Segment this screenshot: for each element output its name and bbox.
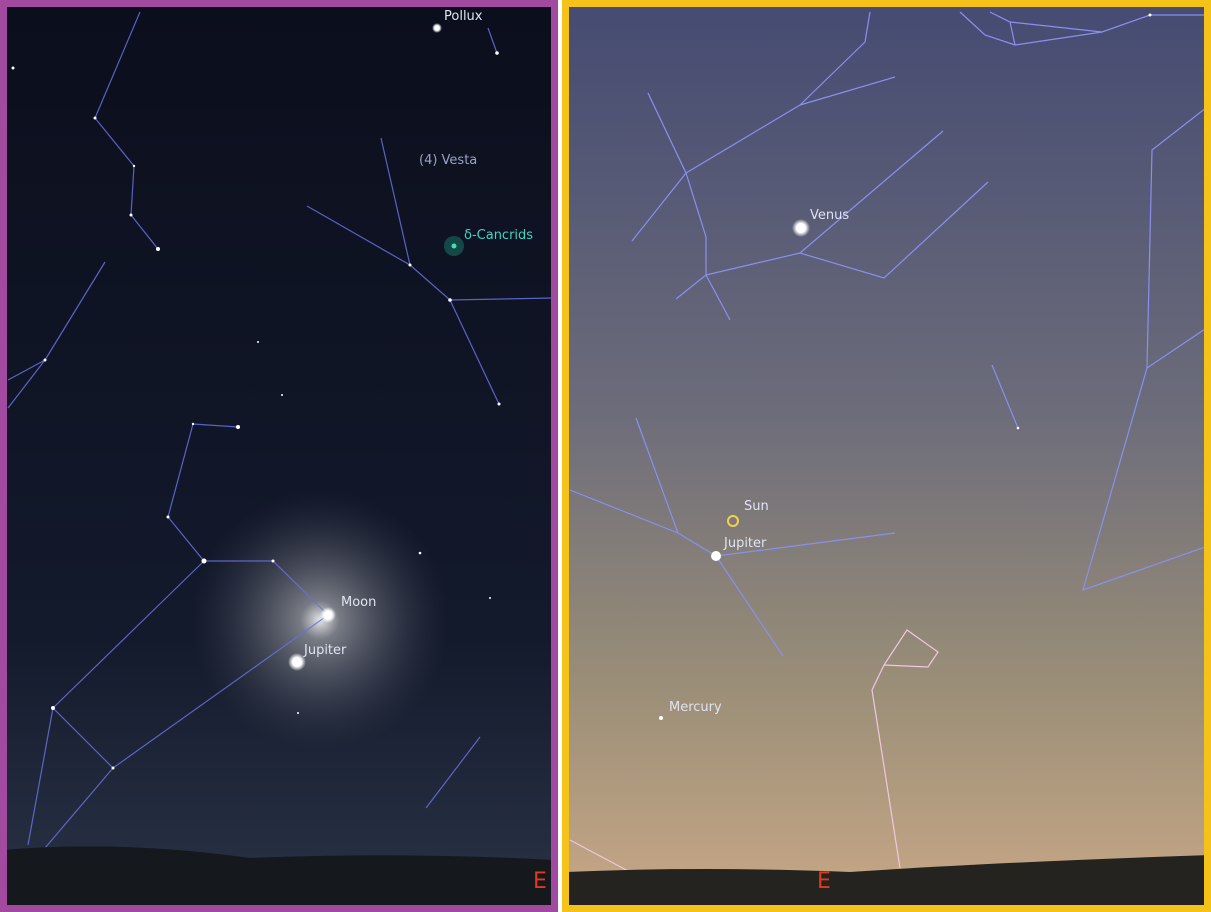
direction: E	[533, 869, 547, 894]
label: δ-Cancrids	[464, 228, 533, 243]
sky-comparison: Pollux (4) Vesta δ-Cancrids Moon Jupiter…	[0, 0, 1211, 912]
mercury	[659, 716, 663, 720]
label: Jupiter	[723, 536, 767, 551]
label: Sun	[744, 499, 769, 514]
label: Mercury	[669, 700, 722, 715]
label: Jupiter	[303, 643, 347, 658]
direction: E	[817, 869, 831, 894]
star	[1017, 427, 1020, 430]
moon	[320, 607, 336, 623]
left-panel: Pollux (4) Vesta δ-Cancrids Moon Jupiter…	[3, 3, 555, 909]
star	[1149, 14, 1152, 17]
sky	[566, 3, 1211, 909]
meteor-radiant-core	[452, 244, 457, 249]
pollux-star	[432, 23, 442, 33]
right-panel: Venus Sun Jupiter Mercury E	[566, 3, 1211, 909]
label: Pollux	[444, 9, 483, 24]
label: Venus	[810, 208, 849, 223]
label: (4) Vesta	[419, 153, 477, 168]
jupiter	[711, 551, 721, 561]
page: Pollux (4) Vesta δ-Cancrids Moon Jupiter…	[0, 0, 1211, 912]
label: Moon	[341, 595, 376, 610]
venus	[792, 219, 810, 237]
sky	[3, 3, 555, 909]
